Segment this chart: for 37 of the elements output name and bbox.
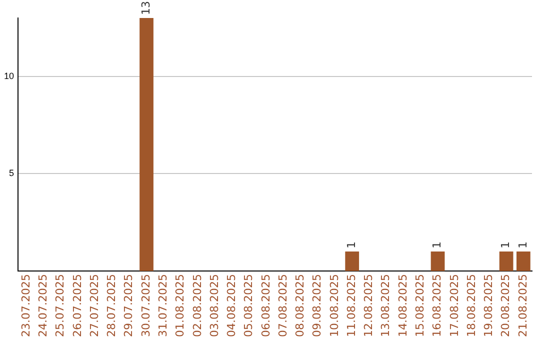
y-tick-label: 10	[4, 70, 14, 81]
x-tick-label: 01.08.2025	[174, 274, 187, 338]
x-tick-label: 24.07.2025	[36, 274, 50, 338]
x-tick-label: 09.08.2025	[310, 274, 324, 338]
x-tick-label: 04.08.2025	[225, 274, 238, 338]
x-tick-label: 23.07.2025	[19, 274, 32, 338]
x-tick-label: 12.08.2025	[362, 274, 376, 338]
x-tick-label: 13.08.2025	[379, 274, 392, 338]
x-tick-label: 02.08.2025	[190, 274, 204, 338]
x-tick-label: 15.08.2025	[413, 274, 426, 338]
x-tick-label: 17.08.2025	[448, 274, 461, 338]
x-tick-label: 18.08.2025	[464, 274, 478, 338]
x-tick-label: 20.08.2025	[499, 274, 512, 338]
x-tick-label: 03.08.2025	[208, 274, 221, 338]
x-tick-label: 06.08.2025	[259, 274, 272, 338]
x-tick-label: 28.07.2025	[105, 274, 118, 338]
x-tick-label: 29.07.2025	[122, 274, 136, 338]
x-tick-label: 25.07.2025	[54, 274, 67, 338]
data-label: 1	[499, 242, 512, 249]
x-tick-label: 07.08.2025	[276, 274, 290, 338]
y-tick-label: 5	[8, 168, 14, 178]
x-tick-label: 14.08.2025	[396, 274, 410, 338]
x-tick-label: 26.07.2025	[70, 274, 84, 338]
data-label: 1	[344, 242, 358, 249]
x-tick-label: 11.08.2025	[344, 274, 358, 338]
x-tick-label: 30.07.2025	[139, 274, 152, 338]
x-tick-label: 08.08.2025	[294, 274, 307, 338]
x-tick-label: 19.08.2025	[482, 274, 496, 338]
x-tick-label: 10.08.2025	[328, 274, 341, 338]
x-tick-label: 16.08.2025	[430, 274, 444, 338]
x-tick-label: 21.08.2025	[516, 274, 530, 338]
data-label: 1	[430, 242, 444, 249]
data-label: 13	[139, 1, 152, 15]
x-tick-label: 27.07.2025	[88, 274, 101, 338]
x-tick-label: 05.08.2025	[242, 274, 256, 338]
data-label: 1	[516, 242, 530, 249]
x-tick-label: 31.07.2025	[156, 274, 170, 338]
